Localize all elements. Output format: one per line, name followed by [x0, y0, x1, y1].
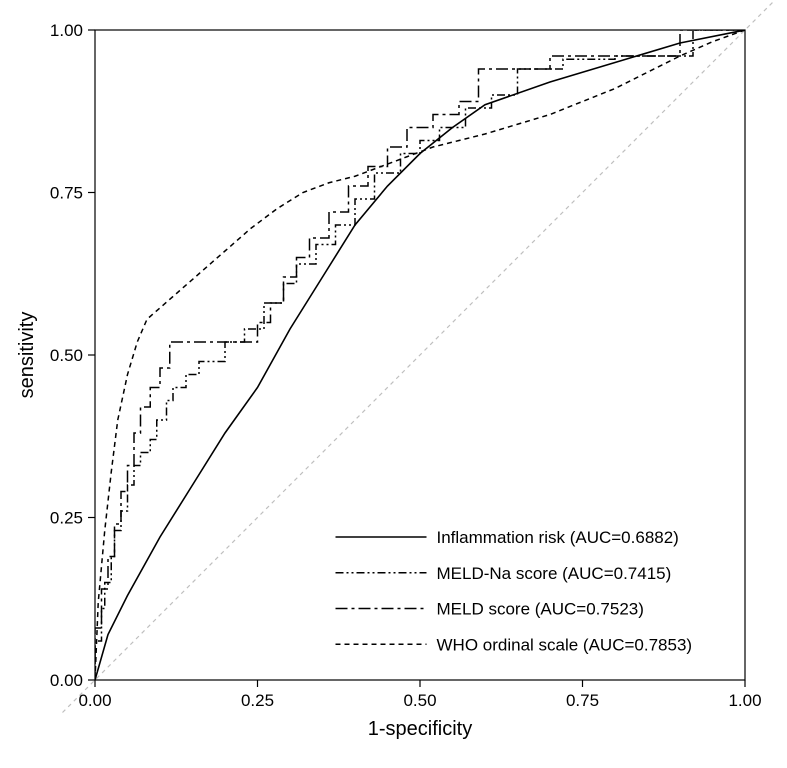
x-tick-label: 0.75: [566, 691, 599, 710]
x-tick-label: 0.25: [241, 691, 274, 710]
y-tick-label: 0.25: [50, 509, 83, 528]
legend-label-meld: MELD score (AUC=0.7523): [437, 600, 644, 619]
y-tick-label: 0.00: [50, 671, 83, 690]
y-tick-label: 0.75: [50, 184, 83, 203]
y-tick-label: 0.50: [50, 346, 83, 365]
roc-chart-svg: 0.00 0.25 0.50 0.75 1.00 0.00 0.25 0.50 0.75 1.00…: [0, 0, 787, 768]
roc-chart: 0.00 0.25 0.50 0.75 1.00 0.00 0.25 0.50 0.75 1.00…: [0, 0, 787, 768]
x-axis-label: 1-specificity: [368, 718, 472, 740]
x-tick-label: 0.00: [78, 691, 111, 710]
y-tick-label: 1.00: [50, 21, 83, 40]
legend-label-meld_na: MELD-Na score (AUC=0.7415): [437, 564, 672, 583]
legend-label-who: WHO ordinal scale (AUC=0.7853): [437, 635, 693, 654]
legend-label-inflammation: Inflammation risk (AUC=0.6882): [437, 528, 679, 547]
y-axis-label: sensitivity: [16, 312, 38, 399]
x-tick-label: 1.00: [728, 691, 761, 710]
x-tick-label: 0.50: [403, 691, 436, 710]
